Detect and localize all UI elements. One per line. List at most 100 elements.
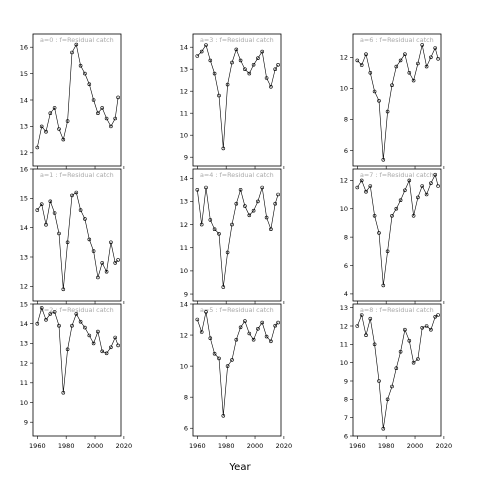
panel-strip-label: a=1 : f=Residual catch (40, 171, 114, 179)
data-point (385, 109, 390, 114)
y-tick-label: 6 (184, 425, 188, 433)
y-tick-label: 12 (340, 54, 348, 62)
y-tick-label: 6 (344, 432, 348, 440)
y-tick-label: 9 (24, 419, 28, 427)
data-point (276, 320, 280, 325)
y-tick-label: 7 (344, 414, 348, 422)
data-point (364, 52, 368, 57)
y-tick-label: 14 (20, 96, 28, 104)
y-tick-label: 4 (344, 290, 348, 298)
data-point (96, 111, 100, 115)
data-point (238, 325, 243, 330)
data-point (364, 333, 368, 338)
data-point (48, 312, 53, 316)
data-point (225, 364, 230, 368)
data-point (416, 195, 420, 200)
y-tick-label: 10 (180, 362, 188, 370)
data-point (44, 129, 48, 134)
data-point (251, 63, 256, 67)
data-point (276, 192, 280, 197)
data-point (96, 329, 100, 334)
x-tick-label: 2000 (87, 442, 104, 450)
panel-frame (352, 168, 442, 302)
data-point (212, 71, 217, 76)
data-point (390, 214, 394, 218)
data-point (256, 56, 260, 61)
panel-frame (352, 303, 442, 437)
data-point (65, 240, 70, 245)
data-point (411, 360, 416, 365)
y-tick-label: 14 (180, 300, 188, 308)
data-point (44, 317, 48, 322)
panel-frame (352, 33, 442, 167)
data-point (74, 190, 79, 195)
y-tick-label: 14 (180, 175, 188, 183)
x-tick-label: 2020 (116, 442, 133, 450)
y-tick-label: 13 (20, 253, 28, 261)
data-point (273, 201, 278, 206)
data-point (100, 261, 104, 265)
y-tick-label: 11 (340, 341, 348, 349)
y-tick-label: 12 (180, 221, 188, 229)
y-tick-label: 10 (340, 85, 348, 93)
data-point (377, 231, 381, 235)
data-point (243, 319, 247, 323)
panel-frame (192, 168, 282, 302)
y-tick-label: 11 (20, 379, 28, 387)
data-point (234, 47, 239, 52)
data-point (87, 333, 92, 338)
x-tick-label: 2020 (436, 442, 453, 450)
data-point (359, 178, 364, 183)
data-point (61, 287, 66, 292)
data-point (238, 188, 243, 192)
data-point (264, 76, 269, 80)
data-point (247, 71, 252, 76)
data-point (109, 240, 113, 245)
data-point (61, 390, 66, 395)
data-point (260, 320, 265, 325)
data-point (199, 330, 204, 334)
data-point (420, 325, 425, 330)
data-point (407, 178, 412, 183)
data-point (52, 310, 57, 314)
y-tick-label: 13 (20, 340, 28, 348)
y-tick-label: 13 (180, 198, 188, 206)
data-point (109, 124, 113, 129)
data-point (70, 50, 74, 55)
data-point (217, 93, 221, 98)
y-tick-label: 16 (20, 44, 28, 52)
data-point (429, 55, 433, 60)
data-point (368, 71, 373, 75)
data-point (377, 379, 381, 383)
data-point (385, 397, 390, 402)
y-tick-label: 12 (20, 149, 28, 157)
data-point (403, 52, 407, 57)
y-tick-label: 10 (180, 267, 188, 275)
data-point (78, 319, 83, 324)
data-point (52, 106, 57, 110)
data-point (424, 64, 429, 69)
data-point (65, 347, 70, 352)
data-point (230, 222, 234, 227)
data-point (390, 384, 394, 389)
y-tick-label: 11 (180, 244, 188, 252)
data-point (78, 63, 83, 68)
y-tick-label: 6 (344, 147, 348, 155)
data-point (109, 345, 113, 350)
panel-8: a=8 : f=Residual catch 6 7 8 9 10 11 12 13 1960 19… (340, 303, 453, 450)
data-point (355, 185, 360, 190)
data-point (74, 312, 79, 316)
panel-1: a=1 : f=Residual catch 12 13 14 15 16 (20, 165, 125, 304)
data-point (364, 189, 368, 194)
data-point (247, 331, 252, 336)
y-tick-label: 9 (344, 377, 348, 385)
data-point (372, 342, 377, 347)
data-point (39, 202, 44, 206)
data-point (372, 214, 377, 218)
panel-0: a=0 : f=Residual catch 12 13 14 15 16 (20, 33, 125, 169)
data-point (91, 249, 96, 253)
data-point (429, 181, 433, 185)
data-point (48, 111, 53, 115)
y-tick-label: 11 (180, 110, 188, 118)
